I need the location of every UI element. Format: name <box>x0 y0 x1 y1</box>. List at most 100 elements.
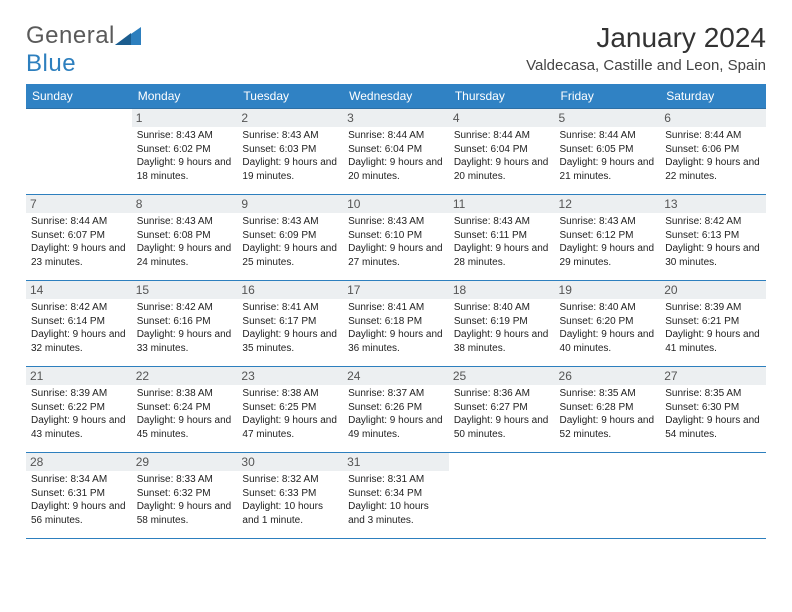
day-number: 6 <box>660 109 766 127</box>
calendar-day-cell: 19 Sunrise: 8:40 AMSunset: 6:20 PMDayligh… <box>555 281 661 367</box>
day-number: 14 <box>26 281 132 299</box>
day-number: 5 <box>555 109 661 127</box>
day-details: Sunrise: 8:40 AMSunset: 6:20 PMDaylight:… <box>560 301 656 355</box>
day-details: Sunrise: 8:36 AMSunset: 6:27 PMDaylight:… <box>454 387 550 441</box>
day-number: 21 <box>26 367 132 385</box>
calendar-header: SundayMondayTuesdayWednesdayThursdayFrid… <box>26 84 766 109</box>
calendar-day-cell: 27 Sunrise: 8:35 AMSunset: 6:30 PMDayligh… <box>660 367 766 453</box>
calendar-day-cell: 12 Sunrise: 8:43 AMSunset: 6:12 PMDayligh… <box>555 195 661 281</box>
day-details: Sunrise: 8:38 AMSunset: 6:25 PMDaylight:… <box>242 387 338 441</box>
day-number: 17 <box>343 281 449 299</box>
calendar-week-row: 21 Sunrise: 8:39 AMSunset: 6:22 PMDayligh… <box>26 367 766 453</box>
day-details: Sunrise: 8:43 AMSunset: 6:11 PMDaylight:… <box>454 215 550 269</box>
day-number: 26 <box>555 367 661 385</box>
brand-text-general: General <box>26 22 115 49</box>
calendar-day-cell: 2 Sunrise: 8:43 AMSunset: 6:03 PMDaylight… <box>237 109 343 195</box>
day-number: 23 <box>237 367 343 385</box>
calendar-day-cell: 20Sunrise: 8:39 AMSunset: 6:21 PMDayligh… <box>660 281 766 367</box>
day-details: Sunrise: 8:43 AMSunset: 6:12 PMDaylight:… <box>560 215 656 269</box>
day-details: Sunrise: 8:43 AMSunset: 6:03 PMDaylight:… <box>242 129 338 183</box>
day-details: Sunrise: 8:44 AMSunset: 6:05 PMDaylight:… <box>560 129 656 183</box>
brand-text-blue: Blue <box>26 50 76 77</box>
day-number: 4 <box>449 109 555 127</box>
calendar-day-cell: 8 Sunrise: 8:43 AMSunset: 6:08 PMDaylight… <box>132 195 238 281</box>
day-number: 31 <box>343 453 449 471</box>
calendar-day-cell: 10 Sunrise: 8:43 AMSunset: 6:10 PMDayligh… <box>343 195 449 281</box>
day-number: 22 <box>132 367 238 385</box>
weekday-header: Wednesday <box>343 84 449 109</box>
day-number: 11 <box>449 195 555 213</box>
calendar-day-cell: 11 Sunrise: 8:43 AMSunset: 6:11 PMDayligh… <box>449 195 555 281</box>
day-details: Sunrise: 8:43 AMSunset: 6:02 PMDaylight:… <box>137 129 233 183</box>
day-details: Sunrise: 8:43 AMSunset: 6:10 PMDaylight:… <box>348 215 444 269</box>
day-details: Sunrise: 8:41 AMSunset: 6:17 PMDaylight:… <box>242 301 338 355</box>
title-block: January 2024 Valdecasa, Castille and Leo… <box>526 22 766 74</box>
calendar-day-cell: 16 Sunrise: 8:41 AMSunset: 6:17 PMDayligh… <box>237 281 343 367</box>
day-number: 27 <box>660 367 766 385</box>
day-details: Sunrise: 8:44 AMSunset: 6:07 PMDaylight:… <box>31 215 127 269</box>
day-details: Sunrise: 8:42 AMSunset: 6:14 PMDaylight:… <box>31 301 127 355</box>
day-details: Sunrise: 8:35 AMSunset: 6:28 PMDaylight:… <box>560 387 656 441</box>
day-number: 20 <box>660 281 766 299</box>
calendar-day-cell: 24 Sunrise: 8:37 AMSunset: 6:26 PMDayligh… <box>343 367 449 453</box>
day-details: Sunrise: 8:42 AMSunset: 6:16 PMDaylight:… <box>137 301 233 355</box>
weekday-header: Thursday <box>449 84 555 109</box>
day-details: Sunrise: 8:42 AMSunset: 6:13 PMDaylight:… <box>665 215 761 269</box>
calendar-day-cell: 28Sunrise: 8:34 AMSunset: 6:31 PMDayligh… <box>26 453 132 539</box>
day-number: 28 <box>26 453 132 471</box>
day-number: 30 <box>237 453 343 471</box>
calendar-day-cell: 9Sunrise: 8:43 AMSunset: 6:09 PMDaylight… <box>237 195 343 281</box>
calendar-day-cell: 30 Sunrise: 8:32 AMSunset: 6:33 PMDayligh… <box>237 453 343 539</box>
calendar-page: General Blue January 2024 Valdecasa, Cas… <box>0 0 792 549</box>
day-number: 10 <box>343 195 449 213</box>
calendar-day-cell <box>555 453 661 539</box>
calendar-table: SundayMondayTuesdayWednesdayThursdayFrid… <box>26 84 766 539</box>
weekday-header: Friday <box>555 84 661 109</box>
weekday-header: Tuesday <box>237 84 343 109</box>
calendar-day-cell: 7 Sunrise: 8:44 AMSunset: 6:07 PMDaylight… <box>26 195 132 281</box>
weekday-header: Monday <box>132 84 238 109</box>
day-details: Sunrise: 8:31 AMSunset: 6:34 PMDaylight:… <box>348 473 444 527</box>
header-row: General Blue January 2024 Valdecasa, Cas… <box>26 22 766 78</box>
calendar-day-cell <box>449 453 555 539</box>
day-details: Sunrise: 8:43 AMSunset: 6:09 PMDaylight:… <box>242 215 338 269</box>
calendar-week-row: 28Sunrise: 8:34 AMSunset: 6:31 PMDayligh… <box>26 453 766 539</box>
day-number: 16 <box>237 281 343 299</box>
page-title: January 2024 <box>526 22 766 54</box>
day-details: Sunrise: 8:35 AMSunset: 6:30 PMDaylight:… <box>665 387 761 441</box>
day-details: Sunrise: 8:44 AMSunset: 6:04 PMDaylight:… <box>348 129 444 183</box>
day-details: Sunrise: 8:39 AMSunset: 6:22 PMDaylight:… <box>31 387 127 441</box>
day-number: 15 <box>132 281 238 299</box>
day-number: 1 <box>132 109 238 127</box>
calendar-day-cell: 26 Sunrise: 8:35 AMSunset: 6:28 PMDayligh… <box>555 367 661 453</box>
day-details: Sunrise: 8:33 AMSunset: 6:32 PMDaylight:… <box>137 473 233 527</box>
day-number: 19 <box>555 281 661 299</box>
day-number: 24 <box>343 367 449 385</box>
calendar-week-row: 14 Sunrise: 8:42 AMSunset: 6:14 PMDayligh… <box>26 281 766 367</box>
day-number: 12 <box>555 195 661 213</box>
day-details: Sunrise: 8:44 AMSunset: 6:06 PMDaylight:… <box>665 129 761 183</box>
day-number: 13 <box>660 195 766 213</box>
day-number: 3 <box>343 109 449 127</box>
day-number: 7 <box>26 195 132 213</box>
day-number: 2 <box>237 109 343 127</box>
day-details: Sunrise: 8:43 AMSunset: 6:08 PMDaylight:… <box>137 215 233 269</box>
day-details: Sunrise: 8:40 AMSunset: 6:19 PMDaylight:… <box>454 301 550 355</box>
day-details: Sunrise: 8:32 AMSunset: 6:33 PMDaylight:… <box>242 473 338 527</box>
calendar-day-cell: 17Sunrise: 8:41 AMSunset: 6:18 PMDayligh… <box>343 281 449 367</box>
day-number: 29 <box>132 453 238 471</box>
calendar-week-row: 7 Sunrise: 8:44 AMSunset: 6:07 PMDaylight… <box>26 195 766 281</box>
calendar-day-cell: 6 Sunrise: 8:44 AMSunset: 6:06 PMDaylight… <box>660 109 766 195</box>
calendar-day-cell: 31 Sunrise: 8:31 AMSunset: 6:34 PMDayligh… <box>343 453 449 539</box>
location-subtitle: Valdecasa, Castille and Leon, Spain <box>526 57 766 74</box>
calendar-day-cell: 22 Sunrise: 8:38 AMSunset: 6:24 PMDayligh… <box>132 367 238 453</box>
calendar-day-cell: 13 Sunrise: 8:42 AMSunset: 6:13 PMDayligh… <box>660 195 766 281</box>
day-number: 8 <box>132 195 238 213</box>
weekday-header: Saturday <box>660 84 766 109</box>
calendar-day-cell: 21 Sunrise: 8:39 AMSunset: 6:22 PMDayligh… <box>26 367 132 453</box>
day-details: Sunrise: 8:38 AMSunset: 6:24 PMDaylight:… <box>137 387 233 441</box>
calendar-day-cell: 14 Sunrise: 8:42 AMSunset: 6:14 PMDayligh… <box>26 281 132 367</box>
day-details: Sunrise: 8:37 AMSunset: 6:26 PMDaylight:… <box>348 387 444 441</box>
calendar-day-cell <box>26 109 132 195</box>
day-details: Sunrise: 8:44 AMSunset: 6:04 PMDaylight:… <box>454 129 550 183</box>
